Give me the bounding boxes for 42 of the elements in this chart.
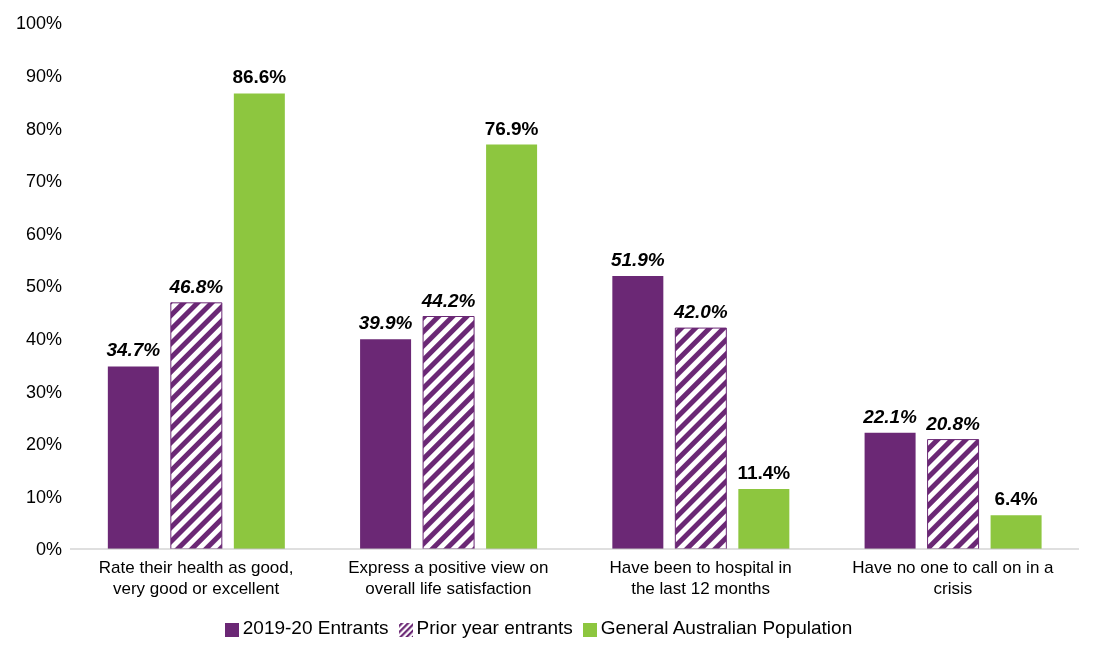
y-tick-label: 30% xyxy=(25,381,62,402)
data-label: 44.2% xyxy=(420,289,476,311)
y-tick-label: 10% xyxy=(25,486,62,507)
bar xyxy=(107,366,159,549)
data-label: 11.4% xyxy=(737,462,791,484)
x-tick-label: Have been to hospital in the last 12 months xyxy=(609,558,792,598)
data-label: 39.9% xyxy=(358,312,413,334)
data-label: 76.9% xyxy=(484,117,539,139)
data-label: 46.8% xyxy=(168,275,224,297)
data-label: 6.4% xyxy=(994,488,1038,510)
bar xyxy=(612,276,664,549)
x-tick-label: Rate their health as good, very good or excellent xyxy=(98,558,294,598)
bar xyxy=(674,327,727,549)
data-label: 86.6% xyxy=(232,66,287,88)
data-label: 22.1% xyxy=(862,405,918,427)
y-tick-label: 80% xyxy=(25,118,62,139)
bar xyxy=(233,93,285,549)
legend-label: 2019-20 Entrants xyxy=(242,617,389,638)
bar xyxy=(360,339,412,549)
bar xyxy=(738,489,790,549)
y-tick-label: 100% xyxy=(15,13,62,34)
y-tick-label: 70% xyxy=(25,171,62,192)
legend-label: General Australian Population xyxy=(600,617,853,638)
legend-label: Prior year entrants xyxy=(416,617,573,638)
bar xyxy=(422,316,475,549)
bar xyxy=(486,144,538,549)
y-tick-label: 60% xyxy=(25,223,62,244)
data-label: 42.0% xyxy=(672,301,728,323)
y-tick-label: 20% xyxy=(25,434,62,455)
bar xyxy=(864,432,916,549)
data-label: 20.8% xyxy=(925,412,981,434)
x-tick-label: Express a positive view on overall life satisfaction xyxy=(348,558,549,598)
bar xyxy=(170,302,223,549)
x-tick-label: Have no one to call on in a crisis xyxy=(852,558,1055,598)
y-tick-label: 90% xyxy=(25,65,62,86)
data-label: 51.9% xyxy=(610,249,665,271)
bar xyxy=(927,439,980,549)
y-tick-label: 40% xyxy=(25,328,62,349)
y-tick-label: 50% xyxy=(25,276,62,297)
bar xyxy=(990,515,1042,549)
y-tick-label: 0% xyxy=(35,539,62,560)
data-label: 34.7% xyxy=(106,339,161,361)
